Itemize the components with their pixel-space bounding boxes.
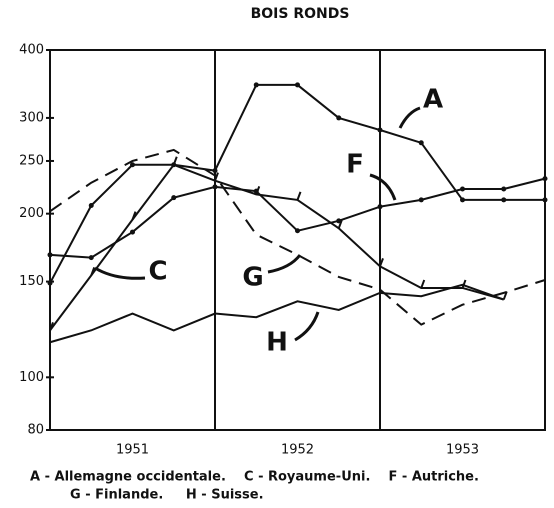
series-line [49,283,505,344]
point-tick [420,279,426,289]
point-tick [49,322,54,331]
point [171,195,177,201]
point [253,82,259,88]
point [253,188,259,194]
y-tick-label: 400 [19,43,44,58]
arrow-h [294,311,320,342]
y-tick-label: 250 [19,153,44,168]
y-tick-label: 80 [27,423,44,438]
arrow-a [398,106,421,129]
series-letter: F [346,150,364,180]
point [336,115,342,121]
point-tick [296,191,302,201]
point [130,229,135,235]
point [460,186,465,192]
point-tick [90,267,96,276]
point-tick [461,279,467,289]
point-tick [379,257,384,267]
point [212,168,218,174]
point [542,176,548,182]
point [130,162,135,168]
point [542,197,548,203]
series-line [49,177,546,259]
chart-title: BOIS RONDS [251,6,350,22]
legend-text: A - Allemagne occidentale. C - Royaume-U… [30,470,479,485]
point-tick [337,219,343,229]
point [501,186,507,192]
point [295,228,300,234]
point [47,280,53,286]
y-tick-label: 200 [19,206,44,221]
series-letter: C [148,257,167,287]
y-tick-label: 300 [19,110,44,125]
point [88,203,94,209]
point [377,204,383,210]
point [88,255,94,261]
point [460,197,465,203]
arrows [94,106,421,342]
point [377,127,383,133]
x-tick-label: 1951 [116,443,149,458]
series-letter: G [242,263,263,293]
y-tick-label: 150 [19,274,44,289]
point-tick [131,211,137,220]
series-line [49,163,505,331]
series-line [49,148,546,326]
point [212,184,218,190]
point [47,252,53,258]
point-tick [172,156,178,166]
arrow-c [94,266,146,280]
arrow-g [267,254,302,274]
x-tick-label: 1953 [446,443,479,458]
point [295,82,300,88]
series-letter: H [266,328,288,358]
arrow-f [369,173,397,201]
y-tick-label: 100 [19,370,44,385]
series-line [49,83,545,284]
plot-frame [49,49,546,431]
point [418,140,424,146]
point [336,218,342,224]
x-tick-label: 1952 [281,443,314,458]
series-letter: A [423,85,443,115]
legend-text: G - Finlande. H - Suisse. [70,488,264,503]
point [501,197,507,203]
point [418,197,424,203]
